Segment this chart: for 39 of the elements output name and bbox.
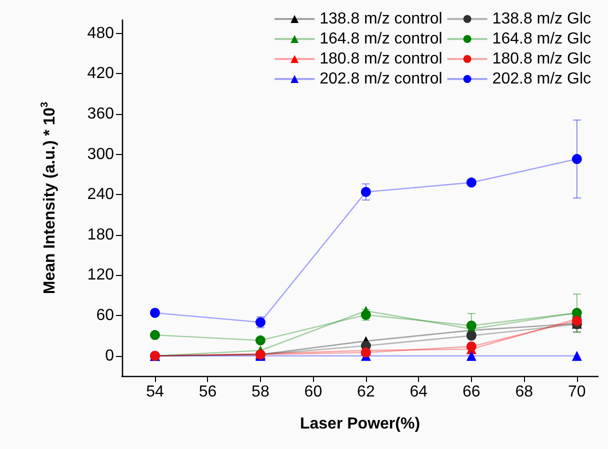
x-tick-label: 70 (568, 384, 586, 400)
point (466, 350, 476, 361)
y-tick-label: 180 (87, 226, 114, 244)
point (572, 154, 582, 164)
x-tick-label: 64 (410, 384, 428, 400)
y-tick-label: 420 (87, 65, 114, 82)
point (360, 186, 371, 197)
x-tick-label: 56 (198, 384, 217, 400)
legend-label: 164.8 m/z control (320, 30, 442, 48)
x-tick-label: 66 (462, 384, 480, 400)
x-tick-label: 68 (515, 384, 534, 400)
y-tick-label: 360 (87, 106, 114, 123)
point (466, 330, 476, 341)
legend-label: 138.8 m/z control (320, 10, 442, 28)
x-tick-label: 62 (357, 384, 375, 400)
y-tick-label: 60 (96, 307, 114, 324)
legend-label: 202.8 m/z Glc (492, 70, 591, 88)
point (150, 330, 160, 340)
legend-label: 180.8 m/z control (320, 50, 442, 68)
y-tick-label: 480 (87, 24, 114, 42)
point (466, 341, 476, 352)
point (255, 335, 266, 346)
y-tick-label: 120 (87, 266, 114, 284)
y-axis-title: Mean Intensity (a.u.) * 103 (40, 101, 58, 294)
x-tick-label: 60 (304, 384, 322, 400)
point (572, 350, 582, 361)
y-tick-label: 300 (87, 146, 114, 163)
x-tick-label: 54 (146, 384, 164, 400)
point (466, 320, 476, 331)
legend-label: 202.8 m/z control (320, 70, 442, 88)
legend-label: 164.8 m/z Glc (492, 30, 591, 48)
x-tick-label: 58 (252, 384, 270, 400)
y-tick-label: 240 (87, 186, 114, 204)
y-tick-label: 0 (105, 347, 114, 364)
point (466, 178, 476, 188)
x-axis-title: Laser Power(%) (300, 416, 420, 432)
point (150, 308, 160, 318)
legend-label: 138.8 m/z Glc (492, 10, 591, 28)
legend-label: 180.8 m/z Glc (492, 50, 591, 68)
